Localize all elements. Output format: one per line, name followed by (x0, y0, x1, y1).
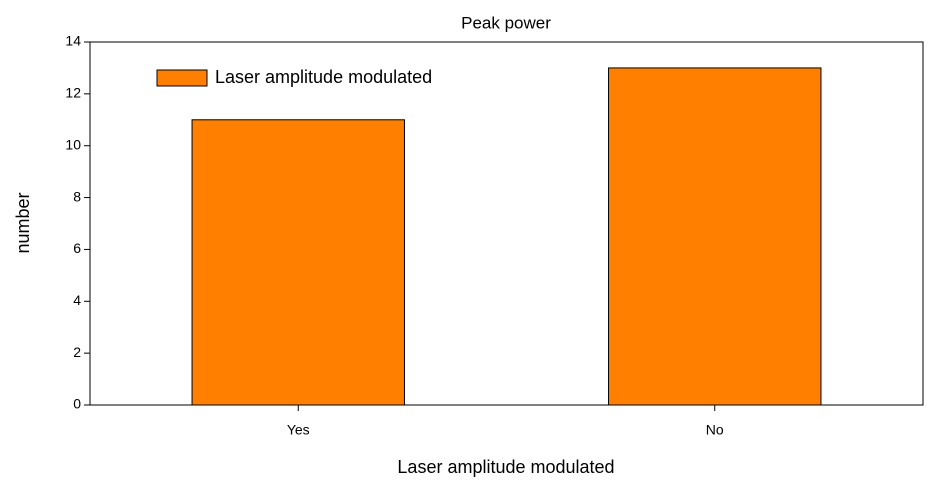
x-tick-label: Yes (287, 422, 310, 438)
x-axis-label: Laser amplitude modulated (397, 457, 614, 477)
y-axis-label: number (13, 192, 33, 253)
y-tick-label: 14 (65, 33, 81, 49)
legend-swatch (156, 69, 208, 87)
y-tick-label: 8 (73, 188, 81, 204)
legend-label: Laser amplitude modulated (215, 67, 432, 87)
bar (608, 67, 822, 406)
x-tick-label: No (706, 422, 724, 438)
y-tick-label: 10 (65, 136, 81, 152)
plot-frame (89, 41, 924, 406)
y-tick-label: 6 (73, 240, 81, 256)
y-tick-label: 0 (73, 396, 81, 412)
y-tick-label: 2 (73, 344, 81, 360)
bar (191, 119, 405, 406)
y-tick-label: 12 (65, 85, 81, 101)
y-tick-label: 4 (73, 292, 81, 308)
chart-title: Peak power (461, 13, 551, 32)
